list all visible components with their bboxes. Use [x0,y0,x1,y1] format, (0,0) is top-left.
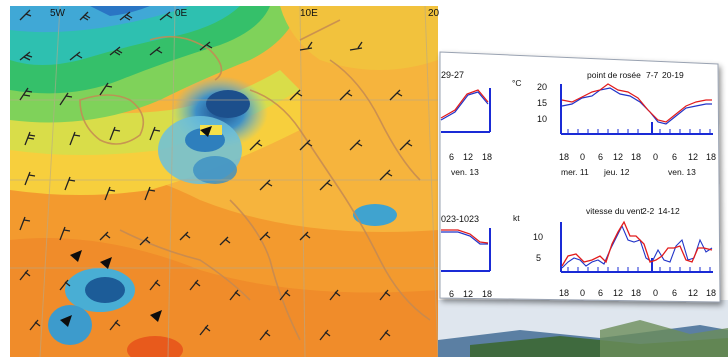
lon-label: 10E [300,8,318,19]
axis [560,84,713,135]
tick-label: 12 [688,152,698,162]
tick-label: 12 [613,152,623,162]
tick-label: 18 [482,152,492,162]
chart-top-left: 29-27 6 12 18 ven. 13 [440,70,492,177]
map-lon-labels: 5W 0E 10E 20 [50,8,440,19]
axis [560,222,713,273]
tick-label: 6 [449,289,454,299]
meteogram-panel [439,51,721,303]
tick-label: 18 [559,152,569,162]
chart-title-red-values: 14-12 [658,206,680,216]
axis [441,228,491,272]
tick-label: 12 [463,289,473,299]
lon-label: 20 [428,8,440,19]
tick-label: 6 [598,288,603,298]
tick-label: 0 [653,152,658,162]
tick-label: 6 [672,288,677,298]
tick-label: 18 [559,288,569,298]
chart-dewpoint: °C point de rosée 7-7 20-19 20 15 10 18 … [512,70,716,177]
lon-label: 0E [175,8,188,19]
series-blue [561,224,713,269]
chart-title-dark-values: 7-7 [646,70,659,80]
chart-bottom-left: 023-1023 6 12 18 [441,214,492,299]
y-tick-label: 10 [533,232,543,242]
chart-title-red-values: 20-19 [662,70,684,80]
day-label: jeu. 12 [603,167,630,177]
chart-unit: kt [513,213,520,223]
day-label: ven. 13 [668,167,696,177]
chart-unit: °C [512,78,522,88]
tick-label: 18 [631,288,641,298]
tick-label: 0 [580,288,585,298]
chart-title: vitesse du vent [586,206,643,216]
tick-label: 12 [613,288,623,298]
day-label: ven. 13 [451,167,479,177]
series-blue [440,91,489,121]
day-label: mer. 11 [561,167,589,177]
tick-label: 6 [672,152,677,162]
axis [441,88,491,133]
chart-title-partial: 023-1023 [441,214,479,224]
chart-title: point de rosée [587,70,641,80]
tick-label: 18 [706,152,716,162]
series-red [440,89,489,119]
tick-label: 6 [598,152,603,162]
tick-label: 18 [631,152,641,162]
y-tick-label: 15 [537,98,547,108]
series-red [561,83,712,123]
tick-label: 12 [688,288,698,298]
y-tick-label: 5 [536,253,541,263]
y-tick-label: 20 [537,82,547,92]
chart-title-dark-values: 2-2 [642,206,655,216]
chart-title-partial: 29-27 [441,70,464,80]
series-red [441,229,489,244]
series-blue [561,87,712,125]
y-tick-label: 10 [537,114,547,124]
tick-label: 0 [653,288,658,298]
lon-label: 5W [50,8,66,19]
series-red [561,220,713,267]
chart-wind: kt vitesse du vent 2-2 14-12 10 5 18 0 6… [513,206,716,298]
tick-label: 0 [580,152,585,162]
background-photo [438,300,728,357]
tick-label: 12 [463,152,473,162]
weather-map [10,6,438,357]
tick-label: 18 [482,289,492,299]
series-blue [441,231,488,245]
tick-label: 6 [449,152,454,162]
tick-label: 18 [706,288,716,298]
